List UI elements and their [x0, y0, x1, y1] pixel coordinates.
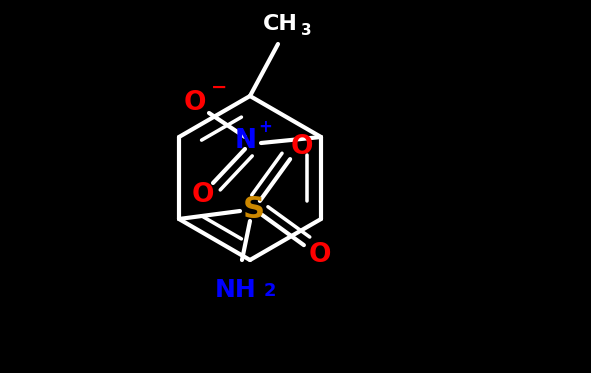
- Text: CH: CH: [262, 14, 297, 34]
- Text: +: +: [258, 118, 272, 136]
- Text: S: S: [243, 194, 265, 223]
- Text: O: O: [309, 242, 331, 268]
- Text: O: O: [191, 182, 215, 208]
- Text: 2: 2: [264, 282, 276, 300]
- Text: 3: 3: [301, 23, 311, 38]
- Text: N: N: [235, 128, 257, 154]
- Text: −: −: [211, 78, 227, 97]
- Text: O: O: [291, 134, 313, 160]
- Text: NH: NH: [215, 278, 257, 302]
- Text: O: O: [184, 90, 206, 116]
